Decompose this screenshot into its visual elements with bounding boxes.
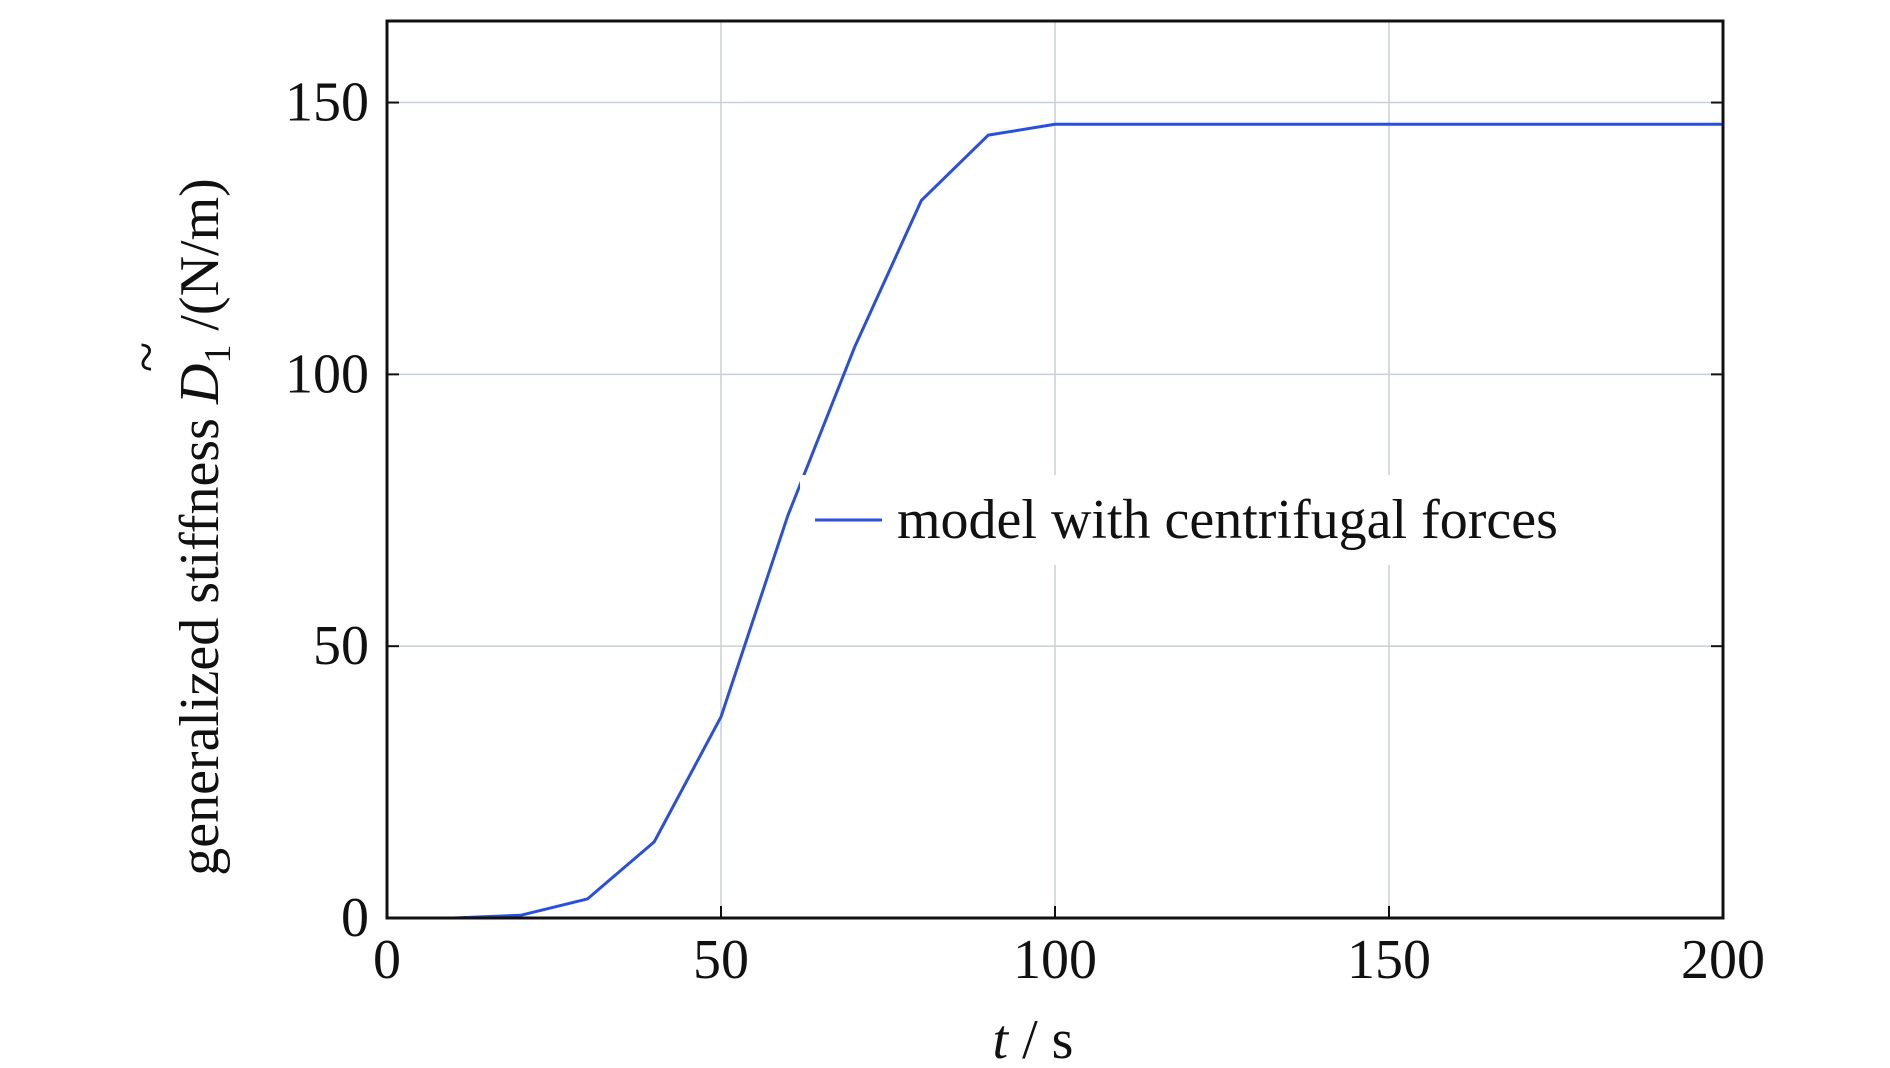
y-axis-subscript: 1 — [197, 345, 239, 364]
x-axis-title: t / s — [993, 1009, 1074, 1063]
x-tick-label: 100 — [1013, 929, 1097, 991]
legend-background — [800, 475, 1700, 565]
x-tick-label: 200 — [1681, 929, 1765, 991]
x-tick-label: 0 — [373, 929, 401, 991]
y-axis-tilde: ~ — [116, 342, 178, 372]
tick-layer: 0 50 100 150 200 0 50 100 150 — [285, 72, 1765, 991]
series-line — [387, 122, 1723, 920]
x-axis-variable: t — [993, 1009, 1010, 1063]
x-tick-label: 150 — [1347, 929, 1431, 991]
y-axis-prefix: generalized stiffness — [169, 404, 231, 876]
legend: model with centrifugal forces — [800, 475, 1700, 565]
y-tick-label: 100 — [285, 343, 369, 405]
y-tick-label: 150 — [285, 72, 369, 134]
x-axis-unit: / s — [1022, 1009, 1073, 1063]
y-axis-title: generalized stiffness D1 /(N/m) — [169, 178, 239, 876]
y-tick-label: 0 — [341, 887, 369, 949]
legend-label: model with centrifugal forces — [897, 489, 1558, 551]
y-tick-label: 50 — [313, 615, 369, 677]
y-axis-symbol: D — [169, 364, 231, 405]
y-axis-unit: /(N/m) — [169, 178, 231, 344]
series-layer — [387, 122, 1723, 920]
x-tick-label: 50 — [693, 929, 749, 991]
grid-lines — [386, 21, 1724, 919]
